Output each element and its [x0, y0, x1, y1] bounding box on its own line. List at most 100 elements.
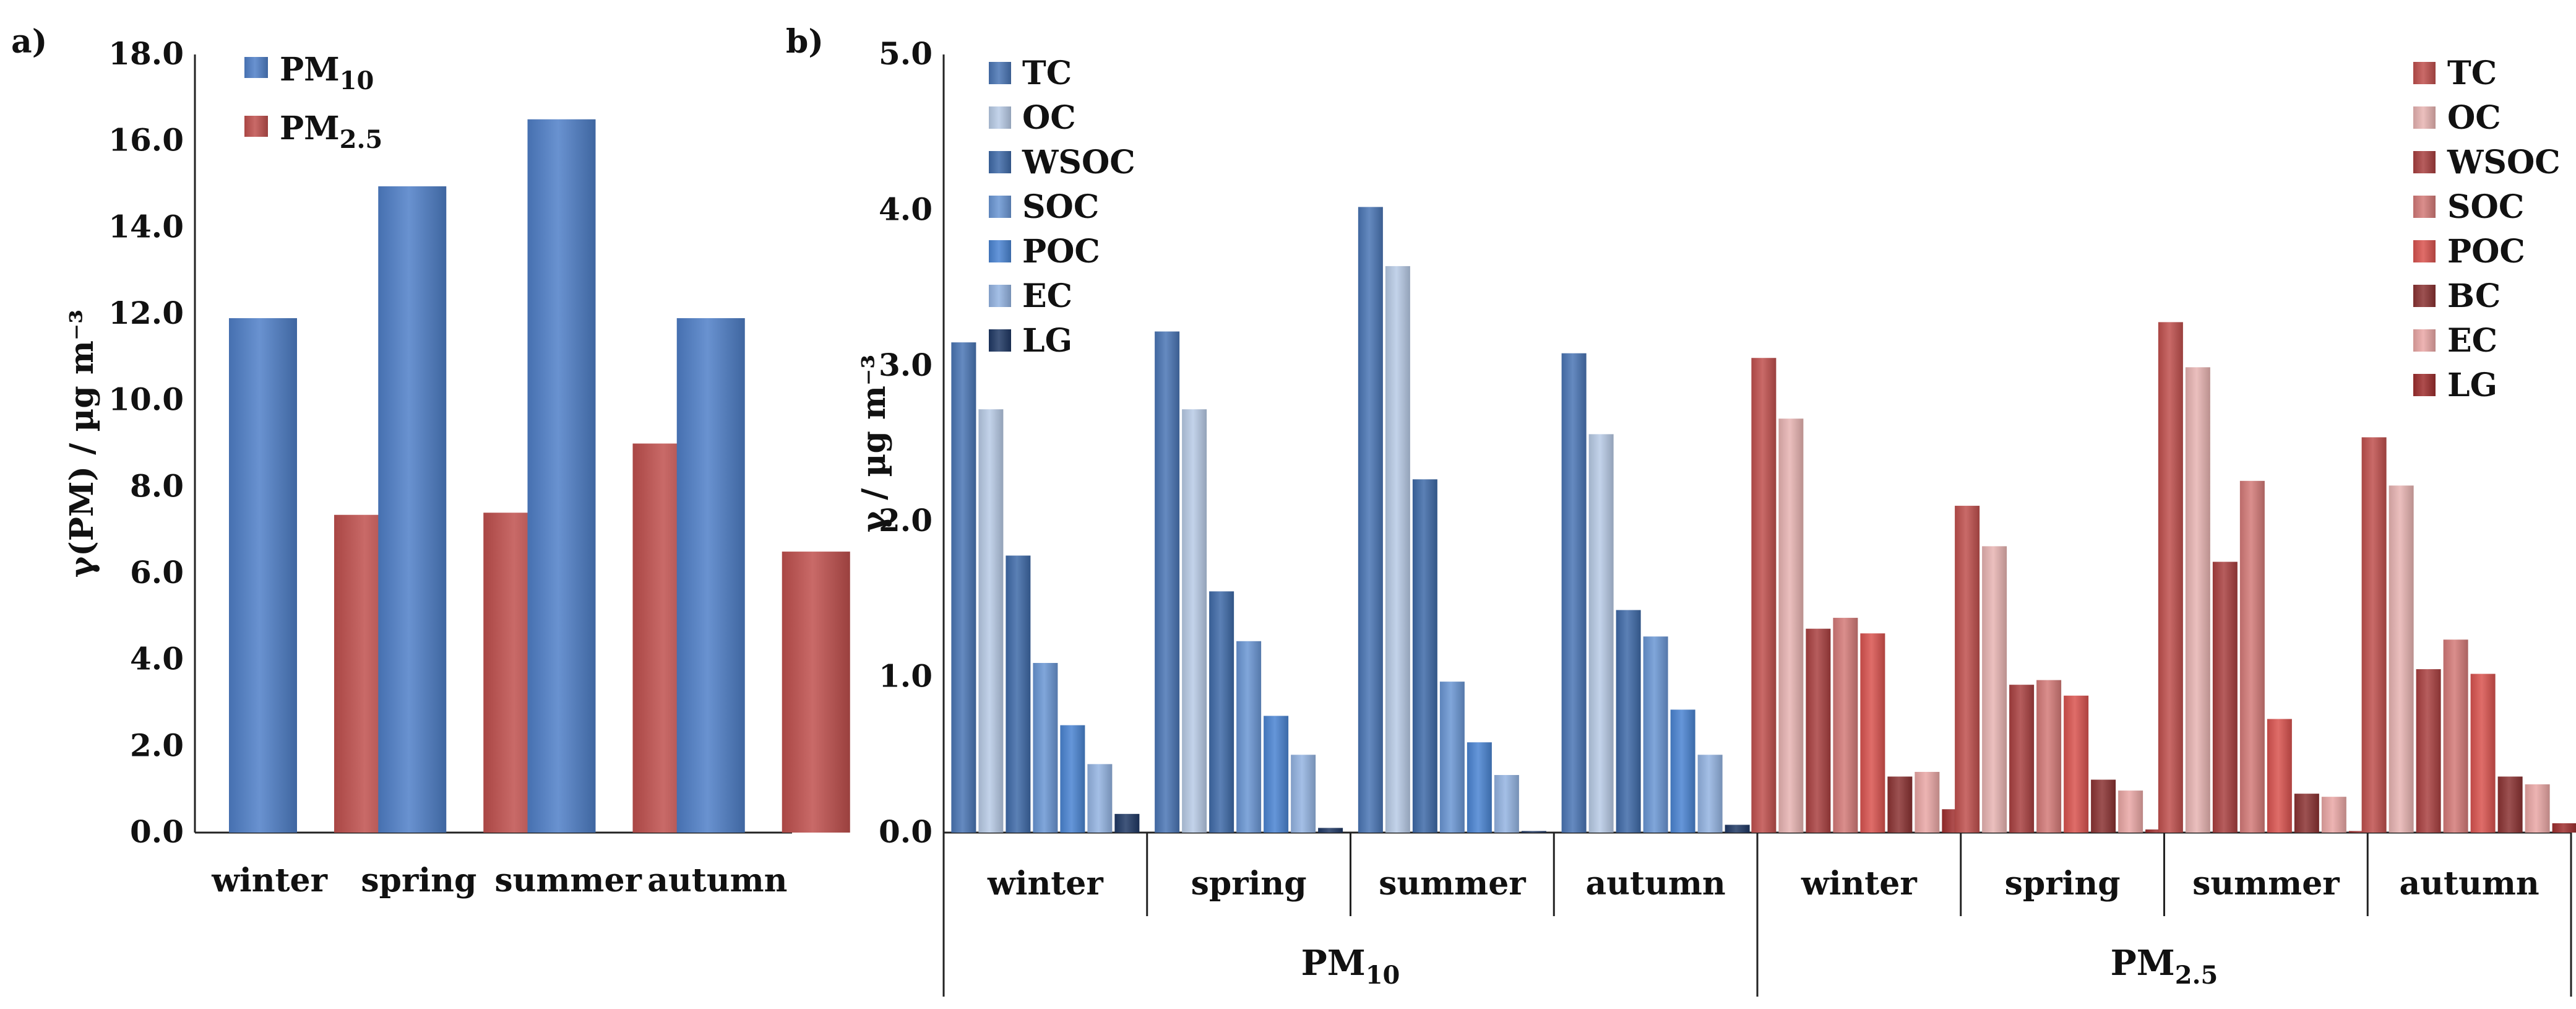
bar-a-pm10-winter: [229, 318, 297, 833]
legend-label-b: OC: [2447, 99, 2501, 137]
bar-a-pm10-spring: [378, 186, 447, 833]
bar-b-pm10-soc-autumn: [1643, 636, 1668, 833]
bar-b-pm10-wsoc-summer: [1412, 479, 1437, 833]
legend-swatch-b: [989, 240, 1011, 262]
x-category-label-a: winter: [211, 862, 327, 899]
bar-b-pm25-ec-spring: [2118, 790, 2143, 833]
bar-b-pm25-bc-summer: [2294, 794, 2319, 833]
legend-label-b: EC: [1022, 277, 1072, 315]
y-tick-label-a: 6.0: [130, 554, 184, 591]
bar-b-pm25-wsoc-autumn: [2416, 669, 2441, 833]
legend-label-a-base: PM: [280, 110, 340, 147]
y-tick-label-a: 10.0: [108, 381, 184, 418]
bar-b-pm10-ec-autumn: [1697, 755, 1723, 833]
bar-b-pm10-poc-autumn: [1670, 709, 1695, 833]
legend-label-a-base: PM: [280, 51, 340, 89]
y-tick-label-b: 2.0: [879, 502, 933, 539]
bar-b-pm10-tc-spring: [1155, 331, 1180, 833]
y-tick-label-a: 4.0: [130, 641, 184, 677]
bar-b-pm25-lg-spring: [2145, 829, 2171, 833]
bar-b-pm10-soc-spring: [1236, 641, 1262, 833]
bar-b-pm10-poc-spring: [1264, 716, 1289, 833]
y-tick-label-b: 5.0: [879, 35, 933, 72]
legend-swatch-b: [2413, 329, 2436, 352]
bar-b-pm25-oc-winter: [1778, 418, 1804, 833]
bar-b-pm10-ec-winter: [1087, 764, 1113, 833]
group-label-b-base: PM: [1301, 943, 1366, 984]
y-tick-label-a: 2.0: [130, 727, 184, 763]
bar-b-pm25-bc-spring: [2091, 779, 2116, 833]
group-label-b-sub: 2.5: [2175, 961, 2218, 990]
y-tick-label-b: 4.0: [879, 191, 933, 227]
bar-b-pm10-wsoc-winter: [1006, 555, 1031, 833]
bar-b-pm10-soc-winter: [1033, 662, 1058, 833]
legend-label-b: WSOC: [1022, 144, 1135, 181]
y-tick-label-b: 0.0: [879, 813, 933, 850]
bar-b-pm25-wsoc-winter: [1806, 628, 1831, 833]
x-category-label-b: winter: [987, 865, 1103, 903]
bar-b-pm10-tc-autumn: [1561, 353, 1587, 833]
bar-b-pm10-ec-summer: [1494, 774, 1519, 833]
group-label-b: PM2.5: [2111, 943, 2218, 990]
bar-a-pm25-autumn: [782, 552, 850, 833]
panel-b: b) γ / µg m⁻³ 0.0 1.0 2.0 3.0 4.0 5.0 winter spri…: [786, 23, 2576, 997]
legend-swatch-b: [989, 62, 1011, 84]
bar-b-pm25-lg-autumn: [2552, 823, 2576, 833]
y-tick-label-a: 12.0: [108, 295, 184, 331]
bar-b-pm10-lg-spring: [1318, 828, 1343, 833]
bar-b-pm25-lg-summer: [2348, 831, 2374, 833]
bar-b-pm10-poc-winter: [1060, 725, 1085, 833]
panel-b-label: b): [786, 23, 824, 61]
y-tick-label-b: 1.0: [879, 658, 933, 695]
legend-label-b: BC: [2447, 277, 2501, 315]
legend-label-b: TC: [1022, 54, 1072, 92]
bar-b-pm10-tc-summer: [1358, 207, 1383, 833]
bar-b-pm10-oc-winter: [978, 409, 1004, 833]
bar-b-pm25-tc-winter: [1751, 358, 1777, 833]
bar-b-pm25-wsoc-summer: [2212, 561, 2238, 833]
legend-label-b: WSOC: [2447, 144, 2561, 181]
legend-label-b: LG: [1022, 322, 1072, 360]
group-label-b-base: PM: [2111, 943, 2175, 984]
bar-b-pm25-bc-autumn: [2497, 776, 2523, 833]
bar-b-pm25-wsoc-spring: [2009, 685, 2035, 833]
bar-b-pm25-soc-summer: [2239, 480, 2265, 833]
x-category-label-a: summer: [494, 862, 642, 899]
panel-a-label: a): [11, 23, 47, 61]
y-tick-label-a: 18.0: [108, 35, 184, 72]
legend-swatch-b: [989, 329, 1011, 352]
bar-b-pm25-tc-autumn: [2361, 437, 2387, 833]
bar-b-pm10-oc-spring: [1182, 409, 1207, 833]
bar-b-pm25-poc-summer: [2267, 719, 2292, 833]
bar-b-pm10-ec-spring: [1291, 755, 1316, 833]
y-axis-label-a: γ(PM) / µg m⁻³: [63, 310, 101, 578]
legend-swatch-b: [2413, 374, 2436, 396]
x-category-label-b: spring: [2005, 865, 2121, 903]
legend-swatch-b: [2413, 151, 2436, 173]
y-tick-label-a: 0.0: [130, 813, 184, 850]
y-tick-label-a: 16.0: [108, 122, 184, 158]
panel-a: a) γ(PM) / µg m⁻³ 0.0 2.0 4.0 6.0 8.0 10.0 12.0 1…: [11, 23, 850, 899]
y-axis-label-b: γ / µg m⁻³: [855, 355, 893, 532]
legend-label-b: LG: [2447, 366, 2497, 404]
y-tick-label-a: 8.0: [130, 467, 184, 504]
bar-b-pm10-lg-autumn: [1725, 825, 1750, 833]
bar-b-pm10-poc-summer: [1467, 742, 1492, 833]
legend-label-b: SOC: [1022, 188, 1099, 226]
bar-b-pm25-oc-autumn: [2389, 485, 2414, 833]
bar-b-pm25-bc-winter: [1887, 776, 1913, 833]
bar-b-pm10-wsoc-autumn: [1616, 610, 1641, 833]
legend-label-a-sub: 10: [340, 66, 374, 95]
legend-label-b: EC: [2447, 322, 2497, 360]
legend-label-b: OC: [1022, 99, 1076, 137]
legend-swatch-b: [989, 106, 1011, 129]
bar-b-pm10-lg-summer: [1521, 831, 1546, 833]
bar-b-pm25-poc-autumn: [2470, 673, 2496, 833]
bar-b-pm10-soc-summer: [1439, 682, 1465, 833]
bar-b-pm25-ec-winter: [1915, 771, 1940, 833]
group-label-b-sub: 10: [1366, 961, 1400, 990]
legend-label-b: POC: [1022, 233, 1100, 271]
bar-b-pm25-tc-spring: [1955, 506, 1980, 833]
x-category-label-b: autumn: [2400, 865, 2539, 903]
bar-b-pm10-oc-summer: [1385, 266, 1410, 833]
